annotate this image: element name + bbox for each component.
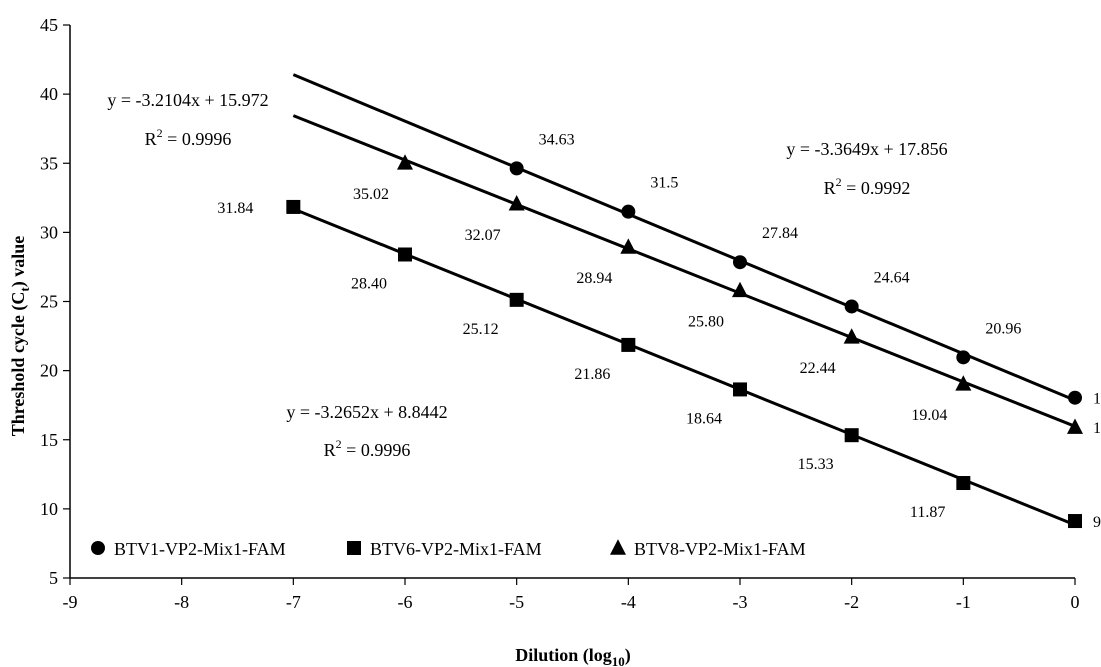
legend: BTV1-VP2-Mix1-FAM BTV6-VP2-Mix1-FAM BTV8-V… <box>91 539 806 559</box>
data-label: 20.96 <box>985 320 1021 337</box>
data-point-square <box>398 247 412 262</box>
data-label: 28.40 <box>351 275 387 292</box>
data-point-circle <box>956 350 971 365</box>
y-tick-label: 25 <box>40 292 58 312</box>
data-point-square <box>286 199 301 214</box>
trendline <box>292 73 1076 402</box>
data-label: 25.80 <box>688 313 724 330</box>
data-point-square <box>509 292 524 307</box>
data-point-circle <box>621 204 636 219</box>
trendline-equation: y = -3.3649x + 17.856 <box>786 139 947 159</box>
x-tick-label: -2 <box>844 592 859 612</box>
data-label: 25.12 <box>463 321 499 338</box>
x-tick-label: 0 <box>1071 592 1080 612</box>
data-point-square <box>733 382 747 397</box>
data-label: 22.44 <box>800 360 836 377</box>
data-point-circle <box>844 299 859 314</box>
r-squared-label: R2 = 0.9996 <box>324 437 411 460</box>
data-label: 28.94 <box>576 270 612 287</box>
trendline-equation: y = -3.2104x + 15.972 <box>107 90 268 110</box>
x-tick-label: -3 <box>733 592 748 612</box>
x-axis: -9 -8 -7 -6 -5 -4 -3 -2 -1 0 <box>63 577 1080 612</box>
data-point-circle <box>91 541 105 555</box>
data-label: 9.12 <box>1093 514 1101 531</box>
y-tick-label: 30 <box>40 222 58 242</box>
data-point-triangle <box>843 328 860 344</box>
data-point-square <box>844 428 859 443</box>
data-label: 35.02 <box>353 186 389 203</box>
data-label: 19.04 <box>911 407 947 424</box>
y-tick-label: 35 <box>40 153 58 173</box>
y-tick-label: 15 <box>40 430 58 450</box>
data-point-square <box>347 541 361 555</box>
data-point-triangle <box>1067 418 1083 434</box>
r-squared-label: R2 = 0.9992 <box>824 175 911 198</box>
trendline <box>292 114 1076 428</box>
y-tick-label: 40 <box>40 84 58 104</box>
data-point-circle <box>733 255 747 270</box>
data-label: 32.07 <box>465 227 501 244</box>
x-tick-label: -4 <box>621 592 636 612</box>
trendlines <box>292 73 1076 527</box>
data-label: 18.04 <box>1093 391 1101 408</box>
data-point-circle <box>509 161 524 176</box>
data-point-circle <box>1068 390 1082 405</box>
legend-label: BTV1-VP2-Mix1-FAM <box>114 539 286 559</box>
data-label: 15.33 <box>798 456 834 473</box>
data-label: 11.87 <box>910 504 945 521</box>
x-tick-label: -7 <box>286 592 301 612</box>
trendline <box>292 207 1076 527</box>
data-label: 21.86 <box>574 366 610 383</box>
x-axis-title: Dilution (log10) <box>515 645 631 667</box>
data-point-triangle <box>397 154 413 170</box>
data-label: 34.63 <box>539 131 575 148</box>
data-point-triangle <box>508 195 525 211</box>
y-tick-label: 45 <box>40 15 58 35</box>
y-tick-label: 20 <box>40 361 58 381</box>
data-label: 24.64 <box>874 269 910 286</box>
x-tick-label: -8 <box>174 592 189 612</box>
data-point-triangle <box>620 238 637 254</box>
y-axis: 5 10 15 20 25 30 35 40 45 <box>40 15 71 588</box>
legend-label: BTV8-VP2-Mix1-FAM <box>634 539 806 559</box>
y-tick-label: 5 <box>49 568 58 588</box>
data-point-square <box>956 476 971 491</box>
y-tick-label: 10 <box>40 499 58 519</box>
data-point-square <box>1068 514 1082 529</box>
data-label: 15.91 <box>1093 420 1101 437</box>
data-label: 31.5 <box>650 175 678 192</box>
trendline-equation: y = -3.2652x + 8.8442 <box>286 402 447 422</box>
data-point-triangle <box>955 375 972 391</box>
data-label: 18.64 <box>686 410 722 427</box>
legend-label: BTV6-VP2-Mix1-FAM <box>370 539 542 559</box>
r-squared-label: R2 = 0.9996 <box>145 126 232 149</box>
data-point-triangle <box>732 281 748 298</box>
data-point-triangle <box>610 539 626 555</box>
data-point-square <box>621 337 636 352</box>
data-labels: 34.63 31.5 27.84 24.64 20.96 18.04 31.84 28.40 2… <box>217 131 1101 531</box>
x-tick-label: -5 <box>509 592 524 612</box>
y-axis-title: Threshold cycle (Ct) value <box>8 236 32 437</box>
x-tick-label: -9 <box>63 592 78 612</box>
x-tick-label: -1 <box>956 592 971 612</box>
equations: y = -3.3649x + 17.856 R2 = 0.9992 y = -3.2… <box>107 90 947 460</box>
data-label: 31.84 <box>217 200 253 217</box>
data-label: 27.84 <box>762 225 798 242</box>
markers <box>286 154 1083 529</box>
x-tick-label: -6 <box>398 592 413 612</box>
